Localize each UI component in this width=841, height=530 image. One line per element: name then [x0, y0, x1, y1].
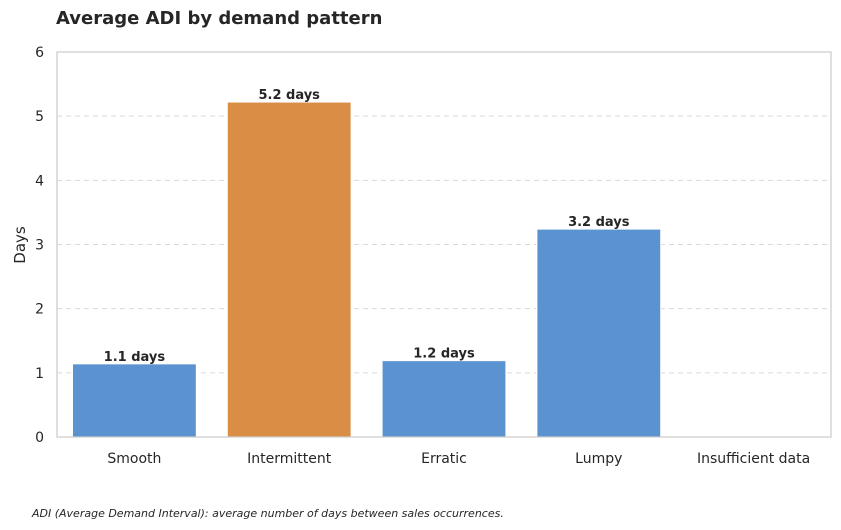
- y-tick-label: 3: [35, 238, 44, 254]
- y-axis-title: Days: [11, 226, 29, 264]
- x-tick-label: Lumpy: [575, 451, 622, 467]
- bar-data-labels: 1.1 days 5.2 days 1.2 days 3.2 days: [104, 88, 630, 365]
- chart-title: Average ADI by demand pattern: [56, 8, 383, 29]
- y-tick-label: 0: [35, 430, 44, 446]
- bar-data-label: 3.2 days: [568, 215, 630, 230]
- bar-data-label: 5.2 days: [258, 88, 320, 103]
- x-tick-label: Erratic: [421, 451, 467, 467]
- y-tick-label: 2: [35, 302, 44, 318]
- y-tick-label: 1: [35, 366, 44, 382]
- y-tick-label: 4: [35, 173, 44, 189]
- y-tick-label: 5: [35, 109, 44, 125]
- bars: [71, 101, 662, 438]
- bar-intermittent: [226, 101, 352, 438]
- x-tick-label: Smooth: [107, 451, 161, 467]
- bar-smooth: [71, 363, 197, 438]
- footnote: ADI (Average Demand Interval): average n…: [32, 507, 504, 520]
- x-tick-labels: Smooth Intermittent Erratic Lumpy Insufficie…: [107, 451, 810, 467]
- y-tick-label: 6: [35, 45, 44, 61]
- bar-data-label: 1.2 days: [413, 347, 475, 362]
- y-tick-labels: 0 1 2 3 4 5 6: [35, 45, 44, 446]
- plot-frame: [56, 51, 832, 438]
- bar-lumpy: [536, 228, 662, 438]
- bar-erratic: [381, 360, 507, 438]
- x-tick-label: Intermittent: [247, 451, 332, 467]
- bar-data-label: 1.1 days: [104, 350, 166, 365]
- y-gridlines: [57, 115, 831, 374]
- x-tick-label: Insufficient data: [697, 451, 810, 467]
